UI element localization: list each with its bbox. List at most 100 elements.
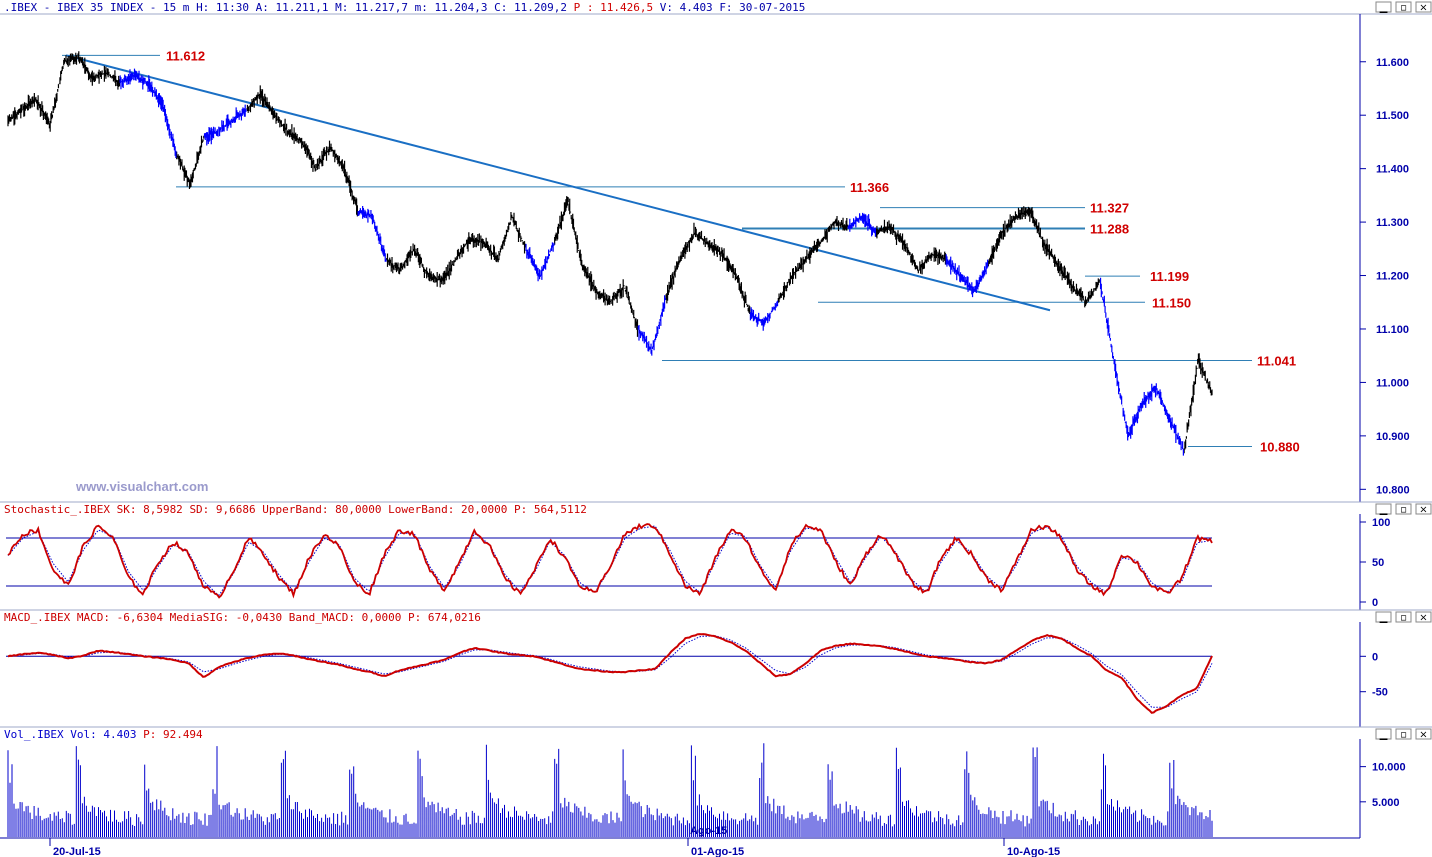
stochastic-panel: Stochastic_.IBEX SK: 8,5982 SD: 9,6686 U… bbox=[0, 501, 1432, 610]
header-p: P : 11.426,5 bbox=[574, 1, 660, 14]
svg-text:×: × bbox=[1419, 730, 1427, 741]
panel-3-maximize-button[interactable]: ▫ bbox=[1395, 728, 1412, 741]
stoch-y-tick-label: 100 bbox=[1372, 517, 1390, 529]
header-field-2: M: 11.217,7 bbox=[335, 1, 414, 14]
stochastic-header: Stochastic_.IBEX SK: 8,5982 SD: 9,6686 U… bbox=[4, 503, 587, 516]
stoch-upper: UpperBand: 80,0000 bbox=[262, 503, 388, 516]
stochastic-y-ticks: 100 50 0 bbox=[1360, 517, 1390, 609]
trendline bbox=[65, 54, 1051, 312]
svg-text:×: × bbox=[1419, 505, 1427, 516]
macd-y-tick-label: 0 bbox=[1372, 651, 1378, 663]
stochastic-bands bbox=[6, 537, 1212, 587]
price-y-tick-label: 11.100 bbox=[1376, 324, 1409, 336]
chart-header: .IBEX - IBEX 35 INDEX - 15 m H: 11:30 A:… bbox=[4, 1, 805, 14]
price-y-tick-label: 11.600 bbox=[1376, 57, 1409, 69]
panel-0-close-button[interactable]: × bbox=[1415, 1, 1432, 14]
x-tick-label: 20-Jul-15 bbox=[53, 846, 101, 857]
stoch-y-tick-label: 50 bbox=[1372, 557, 1384, 569]
watermark-text: www.visualchart.com bbox=[75, 479, 208, 494]
panel-window-buttons: ▁ ▫ × ▁ ▫ × ▁ ▫ × ▁ ▫ × bbox=[1375, 1, 1432, 741]
header-f: F: 30-07-2015 bbox=[719, 1, 805, 14]
price-y-tick-label: 11.300 bbox=[1376, 217, 1409, 229]
macd-panel: MACD_.IBEX MACD: -6,6304 MediaSIG: -0,04… bbox=[0, 609, 1432, 727]
price-y-tick-label: 10.800 bbox=[1376, 484, 1410, 496]
level-label-11.612: 11.612 bbox=[166, 48, 205, 63]
stoch-sk: Stochastic_.IBEX SK: 8,5982 bbox=[4, 503, 189, 516]
svg-text:×: × bbox=[1419, 613, 1427, 624]
price-y-tick-label: 11.000 bbox=[1376, 377, 1409, 389]
panel-1-maximize-button[interactable]: ▫ bbox=[1395, 503, 1412, 516]
vol-y-tick-label: 10.000 bbox=[1372, 762, 1406, 774]
stoch-lower: LowerBand: 20,0000 bbox=[388, 503, 514, 516]
panel-2-maximize-button[interactable]: ▫ bbox=[1395, 611, 1412, 624]
panel-3-close-button[interactable]: × bbox=[1415, 728, 1432, 741]
macd-value: MACD_.IBEX MACD: -6,6304 bbox=[4, 611, 170, 624]
x-tick-label: 01-Ago-15 bbox=[691, 846, 744, 857]
panel-3-minimize-button[interactable]: ▁ bbox=[1375, 728, 1392, 741]
price-series bbox=[7, 51, 1213, 456]
macd-signal: MediaSIG: -0,0430 bbox=[170, 611, 289, 624]
stoch-sk-line bbox=[7, 522, 1213, 599]
header-field-1: A: 11.211,1 bbox=[256, 1, 335, 14]
svg-text:▫: ▫ bbox=[1400, 613, 1407, 624]
panel-1-close-button[interactable]: × bbox=[1415, 503, 1432, 516]
header-v: V: 4.403 bbox=[660, 1, 720, 14]
macd-lines bbox=[7, 633, 1213, 714]
macd-header: MACD_.IBEX MACD: -6,6304 MediaSIG: -0,04… bbox=[4, 611, 481, 624]
level-label-11.288: 11.288 bbox=[1090, 222, 1129, 237]
level-label-11.041: 11.041 bbox=[1257, 354, 1296, 369]
price-y-ticks: 11.600 11.500 11.400 11.300 11.200 11.100 11.0… bbox=[1360, 57, 1410, 496]
stochastic-lines bbox=[7, 522, 1213, 599]
header-symbol: .IBEX - IBEX 35 INDEX - 15 m bbox=[4, 1, 196, 14]
price-y-tick-label: 11.500 bbox=[1376, 110, 1409, 122]
stoch-p: P: 564,5112 bbox=[514, 503, 587, 516]
panel-0-maximize-button[interactable]: ▫ bbox=[1395, 1, 1412, 14]
price-bars-blue bbox=[119, 68, 1184, 456]
header-field-4: C: 11.209,2 bbox=[494, 1, 573, 14]
vol-value: Vol_.IBEX Vol: 4.403 bbox=[4, 728, 143, 741]
panel-1-minimize-button[interactable]: ▁ bbox=[1375, 503, 1392, 516]
svg-text:▫: ▫ bbox=[1400, 505, 1407, 516]
x-ticks: 20-Jul-15 01-Ago-15 10-Ago-15 Ago-15 bbox=[49, 825, 1060, 857]
macd-y-ticks: 0 -50 bbox=[1360, 651, 1388, 699]
level-label-11.327: 11.327 bbox=[1090, 201, 1129, 216]
svg-text:×: × bbox=[1419, 3, 1427, 14]
macd-line bbox=[7, 633, 1213, 714]
vol-y-tick-label: 5.000 bbox=[1372, 797, 1400, 809]
panel-2-close-button[interactable]: × bbox=[1415, 611, 1432, 624]
volume-header: Vol_.IBEX Vol: 4.403 P: 92.494 bbox=[4, 728, 203, 741]
svg-text:▁: ▁ bbox=[1379, 613, 1388, 624]
price-bars-black bbox=[7, 51, 1213, 454]
macd-p: P: 674,0216 bbox=[408, 611, 481, 624]
macd-y-tick-label: -50 bbox=[1372, 687, 1388, 699]
panel-2-minimize-button[interactable]: ▁ bbox=[1375, 611, 1392, 624]
svg-text:▫: ▫ bbox=[1400, 3, 1407, 14]
volume-panel: Vol_.IBEX Vol: 4.403 P: 92.494 10.000 5.0… bbox=[0, 726, 1432, 838]
macd-band: Band_MACD: 0,0000 bbox=[289, 611, 408, 624]
stoch-sd: SD: 9,6686 bbox=[189, 503, 262, 516]
stoch-y-tick-label: 0 bbox=[1372, 597, 1378, 609]
volume-bars bbox=[7, 743, 1213, 837]
level-label-11.150: 11.150 bbox=[1152, 295, 1191, 310]
vol-p: P: 92.494 bbox=[143, 728, 203, 741]
panel-0-minimize-button[interactable]: ▁ bbox=[1375, 1, 1392, 14]
svg-text:▁: ▁ bbox=[1379, 730, 1388, 741]
x-axis: 20-Jul-15 01-Ago-15 10-Ago-15 Ago-15 bbox=[0, 825, 1360, 857]
trendline-line bbox=[65, 54, 1051, 312]
x-tick-label: 10-Ago-15 bbox=[1007, 846, 1060, 857]
price-y-tick-label: 11.400 bbox=[1376, 164, 1409, 176]
price-y-tick-label: 10.900 bbox=[1376, 431, 1410, 443]
svg-text:▁: ▁ bbox=[1379, 505, 1388, 516]
level-label-11.366: 11.366 bbox=[850, 180, 889, 195]
svg-text:▁: ▁ bbox=[1379, 3, 1388, 14]
volume-bars-path bbox=[7, 743, 1213, 837]
x-overlay-label: Ago-15 bbox=[690, 825, 727, 837]
header-field-0: H: 11:30 bbox=[196, 1, 256, 14]
svg-text:▫: ▫ bbox=[1400, 730, 1407, 741]
volume-y-ticks: 10.000 5.000 bbox=[1360, 762, 1406, 809]
header-field-3: m: 11.204,3 bbox=[415, 1, 494, 14]
stoch-sd-line bbox=[7, 525, 1213, 596]
price-levels: 11.612 11.366 11.327 11.288 11.199 11.150 11.0… bbox=[62, 48, 1300, 455]
level-label-10.880: 10.880 bbox=[1260, 440, 1300, 455]
